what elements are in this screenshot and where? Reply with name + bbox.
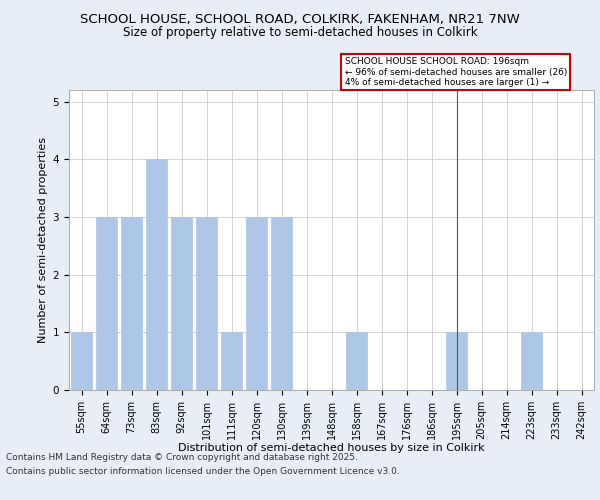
Text: Contains public sector information licensed under the Open Government Licence v3: Contains public sector information licen… xyxy=(6,468,400,476)
Bar xyxy=(221,332,242,390)
Bar xyxy=(71,332,92,390)
Text: SCHOOL HOUSE SCHOOL ROAD: 196sqm
← 96% of semi-detached houses are smaller (26)
: SCHOOL HOUSE SCHOOL ROAD: 196sqm ← 96% o… xyxy=(344,57,567,87)
Y-axis label: Number of semi-detached properties: Number of semi-detached properties xyxy=(38,137,49,343)
Text: Contains HM Land Registry data © Crown copyright and database right 2025.: Contains HM Land Registry data © Crown c… xyxy=(6,452,358,462)
Bar xyxy=(146,159,167,390)
Text: Size of property relative to semi-detached houses in Colkirk: Size of property relative to semi-detach… xyxy=(122,26,478,39)
Bar xyxy=(246,217,267,390)
Bar xyxy=(121,217,142,390)
Bar xyxy=(446,332,467,390)
Bar xyxy=(171,217,192,390)
Bar xyxy=(96,217,117,390)
Bar xyxy=(196,217,217,390)
X-axis label: Distribution of semi-detached houses by size in Colkirk: Distribution of semi-detached houses by … xyxy=(178,444,485,454)
Bar xyxy=(271,217,292,390)
Text: SCHOOL HOUSE, SCHOOL ROAD, COLKIRK, FAKENHAM, NR21 7NW: SCHOOL HOUSE, SCHOOL ROAD, COLKIRK, FAKE… xyxy=(80,12,520,26)
Bar xyxy=(346,332,367,390)
Bar xyxy=(521,332,542,390)
